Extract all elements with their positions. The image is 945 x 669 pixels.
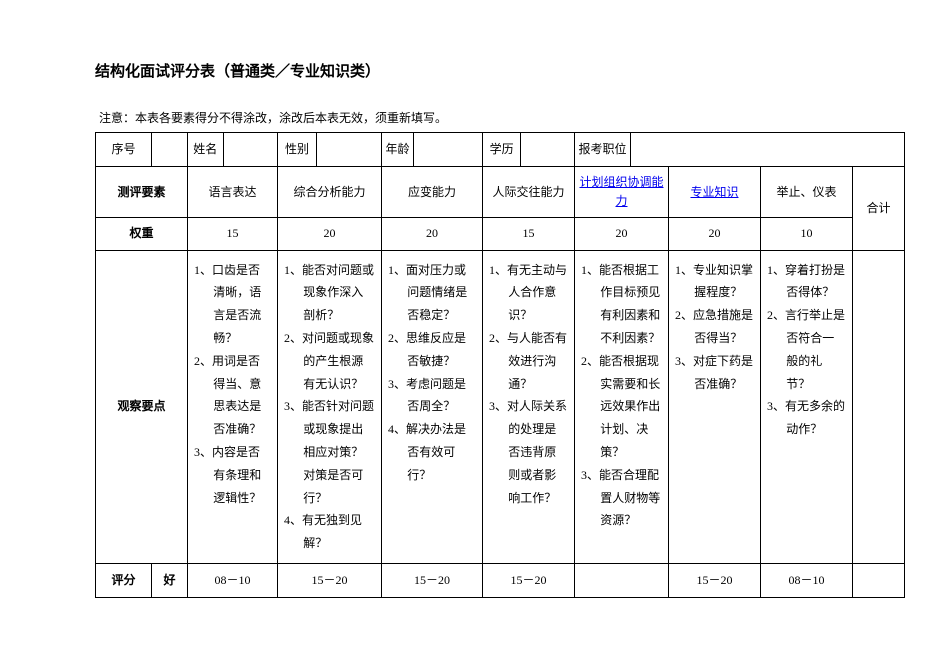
observe-c7: 1、穿着打扮是否得体？2、言行举止是否符合一般的礼节？3、有无多余的动作？ [761, 250, 853, 563]
position-cell: 报考职位 [575, 133, 905, 167]
weight-c6: 20 [669, 218, 761, 250]
criteria-row: 测评要素 语言表达 综合分析能力 应变能力 人际交往能力 计划组织协调能力 专业… [96, 167, 905, 218]
weight-c3: 20 [382, 218, 483, 250]
score-c1: 08－10 [188, 563, 278, 597]
education-cell: 学历 [483, 133, 575, 167]
score-c6: 15－20 [669, 563, 761, 597]
weight-label: 权重 [96, 218, 188, 250]
observe-c5: 1、能否根据工作目标预见有利因素和不利因素？2、能否根据现实需要和长远效果作出计… [575, 250, 669, 563]
weight-c4: 15 [483, 218, 575, 250]
weight-row: 权重 15 20 20 15 20 20 10 [96, 218, 905, 250]
criteria-label: 测评要素 [96, 167, 188, 218]
score-label: 评分 [96, 563, 152, 597]
criteria-c4: 人际交往能力 [483, 167, 575, 218]
criteria-c6: 专业知识 [669, 167, 761, 218]
score-c2: 15－20 [278, 563, 382, 597]
seq-value [152, 133, 188, 167]
weight-c1: 15 [188, 218, 278, 250]
observe-label: 观察要点 [96, 250, 188, 563]
candidate-info-row: 序号 姓名 性别 年龄 学历 [96, 133, 905, 167]
criteria-c7: 举止、仪表 [761, 167, 853, 218]
observe-c3: 1、面对压力或问题情绪是否稳定？2、思维反应是否敏捷？3、考虑问题是否周全？4、… [382, 250, 483, 563]
age-cell: 年龄 [382, 133, 483, 167]
score-sub-label: 好 [152, 563, 188, 597]
page-title: 结构化面试评分表（普通类／专业知识类） [95, 60, 850, 81]
criteria-c5: 计划组织协调能力 [575, 167, 669, 218]
criteria-c2: 综合分析能力 [278, 167, 382, 218]
score-c7: 08－10 [761, 563, 853, 597]
observe-c2: 1、能否对问题或现象作深入剖析？2、对问题或现象的产生根源有无认识？3、能否针对… [278, 250, 382, 563]
seq-label: 序号 [96, 133, 152, 167]
observe-total-blank [853, 250, 905, 563]
score-c5 [575, 563, 669, 597]
score-c3: 15－20 [382, 563, 483, 597]
weight-c5: 20 [575, 218, 669, 250]
observe-c4: 1、有无主动与人合作意识？2、与人能否有效进行沟通？3、对人际关系的处理是否违背… [483, 250, 575, 563]
score-total-blank [853, 563, 905, 597]
score-row: 评分 好 08－10 15－20 15－20 15－20 15－20 08－10 [96, 563, 905, 597]
criteria-c1: 语言表达 [188, 167, 278, 218]
weight-c2: 20 [278, 218, 382, 250]
observation-row: 观察要点 1、口齿是否清晰，语言是否流畅？2、用词是否得当、意思表达是否准确？3… [96, 250, 905, 563]
notice-text: 注意：本表各要素得分不得涂改，涂改后本表无效，须重新填写。 [95, 109, 850, 126]
observe-c6: 1、专业知识掌握程度？2、应急措施是否得当？3、对症下药是否准确？ [669, 250, 761, 563]
scoring-table: 序号 姓名 性别 年龄 学历 [95, 132, 905, 598]
total-label: 合计 [853, 167, 905, 251]
weight-c7: 10 [761, 218, 853, 250]
criteria-c3: 应变能力 [382, 167, 483, 218]
score-c4: 15－20 [483, 563, 575, 597]
gender-cell: 性别 [278, 133, 382, 167]
observe-c1: 1、口齿是否清晰，语言是否流畅？2、用词是否得当、意思表达是否准确？3、内容是否… [188, 250, 278, 563]
name-cell: 姓名 [188, 133, 278, 167]
